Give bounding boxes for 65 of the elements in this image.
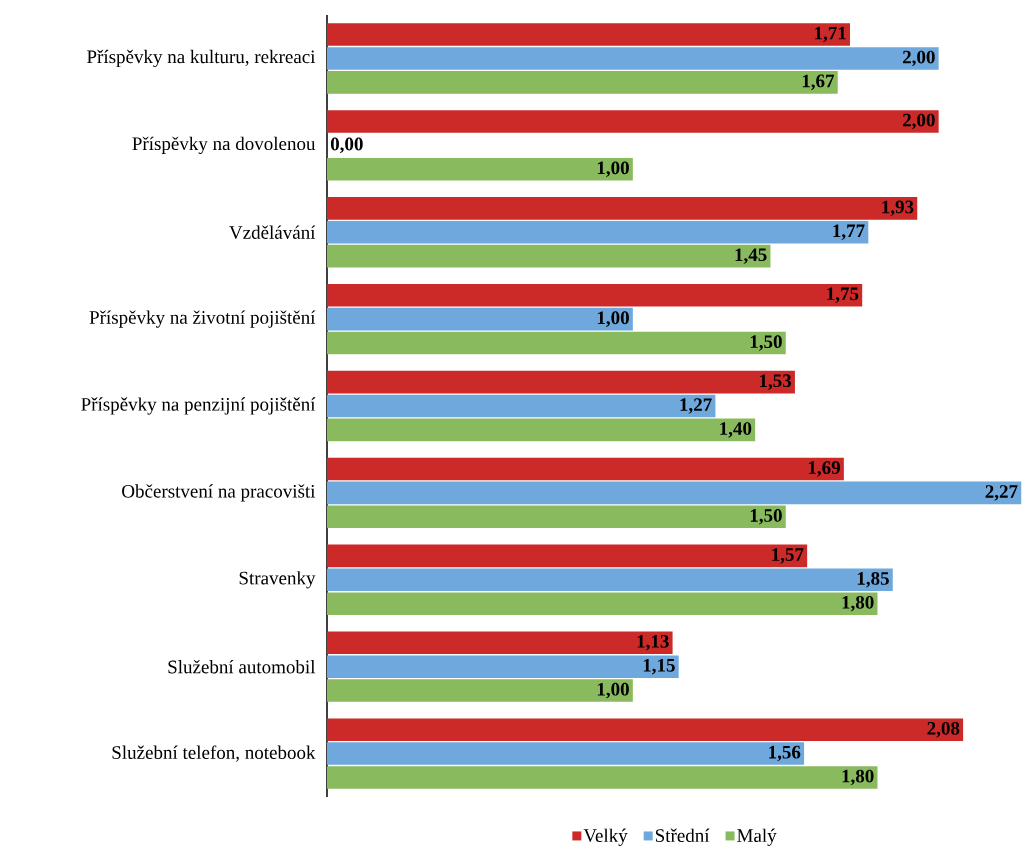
y-tick-label: Služební telefon, notebook: [112, 745, 316, 762]
data-label: 0,00: [330, 137, 363, 154]
data-label: 1,85: [857, 572, 889, 588]
bar: [327, 457, 844, 481]
data-label: 1,00: [597, 682, 629, 699]
bar: [327, 370, 795, 394]
data-label: 1,57: [772, 548, 804, 564]
bar: [327, 679, 633, 702]
legend-label: Velký: [583, 828, 628, 846]
data-label: 2,00: [903, 50, 935, 67]
bar: [327, 71, 838, 94]
bar: [327, 631, 673, 655]
bar: [327, 220, 869, 244]
bar: [327, 157, 633, 181]
data-label: 1,15: [643, 658, 675, 675]
data-label: 1,00: [597, 311, 629, 327]
legend-label: Střední: [655, 828, 710, 842]
data-label: 2,27: [985, 485, 1018, 501]
y-tick-label: Občerstvení na pracovišti: [122, 484, 316, 502]
bar: [327, 307, 633, 331]
bar: [327, 394, 716, 418]
y-tick-label: Příspěvky na kulturu, rekreaci: [87, 49, 316, 68]
data-label: 1,56: [769, 745, 801, 762]
data-label: 1,40: [720, 422, 752, 438]
data-label: 1,71: [815, 26, 846, 43]
bar: [327, 505, 786, 529]
bar: [327, 544, 808, 568]
y-tick-label: Stravenky: [239, 571, 316, 589]
bar: [327, 742, 805, 765]
y-tick-label: Vzdělávání: [229, 225, 316, 239]
data-label: 1,53: [759, 374, 792, 390]
data-label: 1,75: [827, 287, 859, 303]
data-label: 1,67: [802, 74, 835, 91]
bar: [327, 47, 939, 70]
y-tick-label: Příspěvky na životní pojištění: [89, 310, 316, 328]
legend-label: Malý: [737, 828, 777, 846]
bar: [327, 481, 1022, 505]
bar: [327, 331, 786, 355]
bar: [327, 766, 878, 789]
bar: [327, 110, 939, 133]
data-label: 1,27: [680, 398, 712, 414]
data-label: 1,93: [882, 200, 914, 217]
data-label: 1,69: [808, 461, 840, 477]
data-label: 1,45: [735, 248, 767, 264]
bar: [327, 568, 893, 592]
data-label: 2,00: [903, 113, 935, 130]
data-label: 1,77: [833, 224, 865, 240]
data-label: 1,13: [637, 635, 669, 651]
data-label: 1,00: [597, 161, 629, 178]
bar: [327, 655, 679, 678]
bar: [327, 718, 964, 741]
bar: [327, 23, 850, 46]
y-tick-label: Služební automobil: [168, 659, 316, 674]
bar: [327, 283, 863, 307]
data-label: 1,80: [842, 595, 874, 612]
data-label: 1,50: [750, 509, 782, 525]
bar: [327, 244, 771, 268]
bar: [327, 592, 878, 615]
data-label: 1,50: [750, 335, 782, 351]
data-label: 1,80: [842, 769, 874, 786]
data-label: 2,08: [927, 721, 960, 738]
bar: [327, 418, 756, 442]
y-tick-label: Příspěvky na penzijní pojištění: [81, 397, 316, 415]
bar: [327, 197, 918, 220]
y-tick-label: Příspěvky na dovolenou: [132, 136, 316, 154]
